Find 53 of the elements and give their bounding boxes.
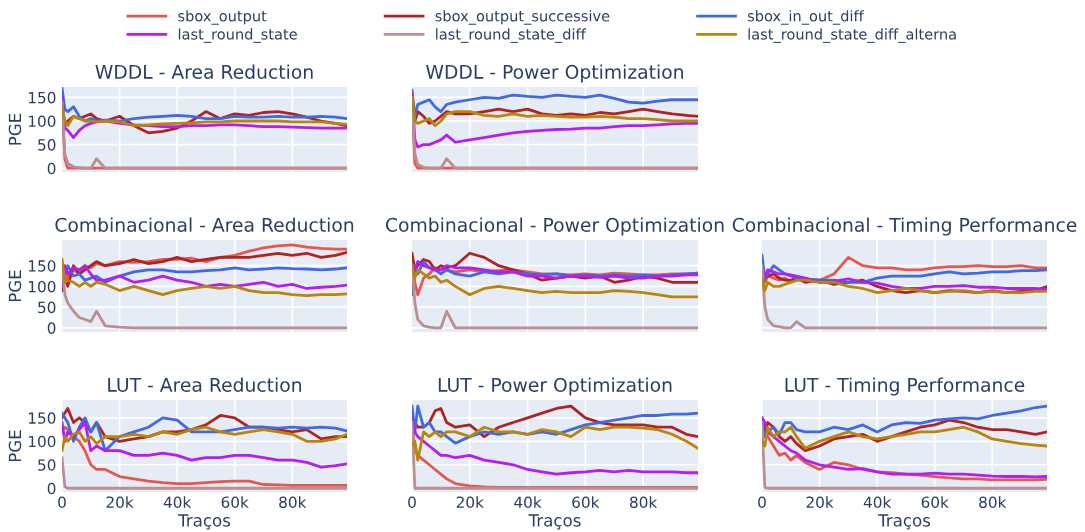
line-series: [62, 425, 347, 453]
x-tick-label: 20k: [456, 496, 484, 508]
x-tick-label: 60k: [921, 496, 949, 508]
x-axis-title: Traços: [878, 514, 931, 530]
x-tick-label: 20k: [806, 496, 834, 508]
chart-title: LUT - Area Reduction: [108, 377, 302, 392]
x-tick-label: 60k: [572, 496, 600, 508]
y-tick-label: 0: [47, 322, 56, 334]
y-axis-title: PGE: [8, 430, 22, 462]
legend-label: sbox_output_successive: [435, 10, 610, 25]
y-tick-label: 100: [28, 435, 56, 448]
x-tick-label: 80k: [279, 496, 307, 508]
legend-label: last_round_state_diff_alterna: [748, 28, 956, 43]
legend-label: last_round_state_diff: [436, 28, 587, 43]
y-tick-label: 100: [28, 280, 56, 293]
x-tick-label: 0: [58, 496, 66, 508]
chart-title: LUT - Timing Performance: [785, 377, 1025, 396]
line-series: [62, 258, 347, 297]
legend-label: last_round_state: [178, 28, 297, 43]
chart-title: LUT - Power Optimization: [438, 377, 672, 396]
y-axis-title: PGE: [8, 270, 22, 302]
x-tick-label: 0: [408, 496, 416, 508]
x-tick-label: 20k: [106, 496, 134, 508]
y-tick-label: 50: [38, 459, 56, 471]
x-tick-label: 40k: [514, 496, 542, 508]
x-tick-label: 40k: [163, 496, 192, 508]
x-tick-label: 40k: [863, 496, 892, 508]
x-axis-title: Traços: [528, 514, 581, 530]
y-tick-label: 150: [28, 260, 56, 272]
x-tick-label: 80k: [979, 496, 1007, 508]
y-tick-label: 100: [28, 115, 56, 128]
line-series: [62, 421, 347, 469]
chart-title: WDDL - Area Reduction: [95, 64, 313, 79]
x-tick-label: 80k: [630, 496, 658, 508]
y-tick-label: 150: [28, 91, 56, 104]
x-tick-label: 60k: [221, 496, 249, 508]
x-axis-title: Traços: [178, 514, 231, 530]
y-tick-label: 50: [38, 301, 56, 314]
chart-title: WDDL - Power Optimization: [426, 64, 683, 83]
chart-title: Combinacional - Timing Performance: [732, 217, 1077, 236]
y-tick-label: 0: [47, 162, 56, 175]
x-tick-label: 0: [758, 496, 766, 508]
y-tick-label: 0: [47, 482, 56, 495]
legend-label: sbox_output: [178, 10, 267, 25]
line-series: [62, 105, 347, 128]
chart-title: Combinacional - Area Reduction: [55, 217, 354, 232]
chart-title: Combinacional - Power Optimization: [385, 217, 724, 236]
y-axis-title: PGE: [8, 113, 22, 145]
line-series: [62, 425, 347, 487]
legend-label: sbox_in_out_diff: [747, 10, 865, 25]
y-tick-label: 150: [28, 412, 56, 424]
line-series: [62, 264, 347, 290]
y-tick-label: 50: [38, 139, 56, 151]
